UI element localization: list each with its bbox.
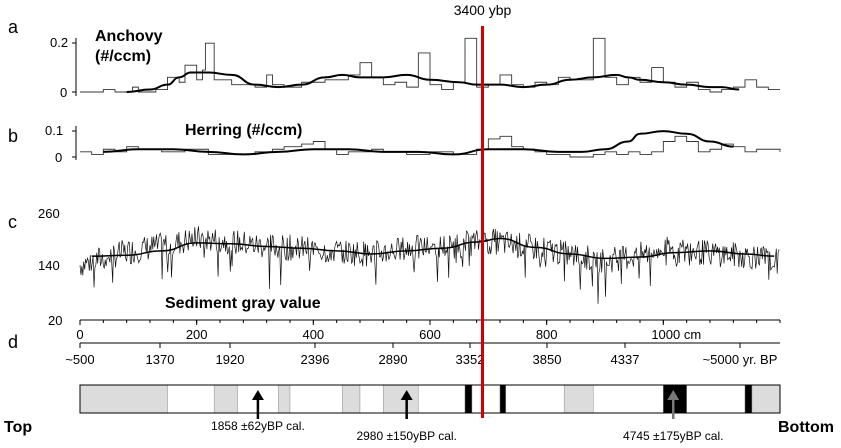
herring-series-smooth xyxy=(103,130,734,156)
gray-xtick-label-2: 400 xyxy=(302,327,324,342)
anchovy-panel: Anchovy (#/ccm) 0.2 0 xyxy=(50,28,780,100)
gray-series-smooth xyxy=(91,237,775,260)
gray-ytick-2: 20 xyxy=(48,313,62,328)
age-core-panel: ~500 1370 1920 2396 2890 3352 3850 4337 ~5000 yr… xyxy=(4,342,834,443)
panel-letter-a: a xyxy=(8,17,19,37)
age-tick-label-1: 1370 xyxy=(146,352,175,367)
panel-letter-b: b xyxy=(8,126,18,146)
date-label-2: 4745 ±175yBP cal. xyxy=(623,429,723,443)
core-segment xyxy=(383,384,419,414)
core-segment xyxy=(505,384,565,414)
anchovy-ytick-1: 0 xyxy=(60,85,67,100)
core-segment xyxy=(593,384,664,414)
herring-ytick-0: 0.1 xyxy=(45,123,63,138)
core-bottom-label: Bottom xyxy=(778,419,834,436)
core-segment xyxy=(686,384,746,414)
core-segment xyxy=(418,384,466,414)
age-tick-label-2: 1920 xyxy=(216,352,245,367)
core-segment xyxy=(359,384,384,414)
core-segment xyxy=(79,384,168,414)
core-strip-border xyxy=(79,384,781,414)
herring-panel: Herring (#/ccm) 0.1 0 xyxy=(45,122,781,165)
gray-xtick-label-3: 600 xyxy=(419,327,441,342)
core-segment xyxy=(464,384,473,414)
gray-ytick-0: 260 xyxy=(38,206,60,221)
gray-xtick-label-5: 1000 cm xyxy=(651,327,701,342)
gray-title: Sediment gray value xyxy=(165,295,321,312)
anchovy-title-line1: Anchovy xyxy=(95,28,163,45)
age-tick-label-7: 4337 xyxy=(611,352,640,367)
herring-ytick-1: 0 xyxy=(55,150,62,165)
age-ticks: ~500 1370 1920 2396 2890 3352 3850 4337 ~5000 yr… xyxy=(65,343,777,367)
age-tick-label-5: 3352 xyxy=(456,352,485,367)
core-segment xyxy=(744,384,753,414)
herring-series-step xyxy=(80,135,781,158)
age-tick-label-3: 2396 xyxy=(301,352,330,367)
gray-xtick-label-4: 800 xyxy=(536,327,558,342)
core-segment xyxy=(563,384,594,414)
core-segment xyxy=(342,384,361,414)
age-tick-label-6: 3850 xyxy=(533,352,562,367)
gray-x-ticks: 0 200 400 600 800 1000 cm xyxy=(76,320,781,342)
age-tick-label-4: 2890 xyxy=(379,352,408,367)
core-segment xyxy=(499,384,507,414)
date-label-1: 2980 ±150yBP cal. xyxy=(356,429,456,443)
radiocarbon-dates: 1858 ±62yBP cal. 2980 ±150yBP cal. 4745 ±1… xyxy=(211,390,723,443)
panel-letter-c: c xyxy=(8,212,17,232)
anchovy-title-line2: (#/ccm) xyxy=(95,48,151,65)
core-top-label: Top xyxy=(4,419,32,436)
gray-xtick-label-1: 200 xyxy=(186,327,208,342)
age-tick-label-0: ~500 xyxy=(65,352,94,367)
date-label-0: 1858 ±62yBP cal. xyxy=(211,419,305,433)
marker-label: 3400 ybp xyxy=(454,2,512,18)
date-arrow-head-1 xyxy=(400,390,413,400)
core-strip xyxy=(79,384,781,414)
core-segment xyxy=(751,384,781,414)
core-segment xyxy=(471,384,501,414)
gray-ytick-1: 140 xyxy=(38,258,60,273)
core-segment xyxy=(289,384,343,414)
age-tick-label-8: ~5000 yr. BP xyxy=(703,352,778,367)
anchovy-ytick-0: 0.2 xyxy=(50,35,68,50)
core-segment xyxy=(278,384,291,414)
date-arrow-head-0 xyxy=(251,390,264,400)
core-segment xyxy=(167,384,215,414)
core-segment xyxy=(213,384,238,414)
panel-letter-d: d xyxy=(8,332,18,352)
herring-title: Herring (#/ccm) xyxy=(185,122,302,139)
gray-series-raw xyxy=(79,226,780,304)
anchovy-series-smooth xyxy=(126,71,740,93)
date-arrow-head-2 xyxy=(667,390,680,400)
gray-xtick-label-0: 0 xyxy=(76,327,83,342)
gray-value-panel: 260 140 20 0 200 400 600 800 1000 cm Sediment… xyxy=(38,206,781,342)
